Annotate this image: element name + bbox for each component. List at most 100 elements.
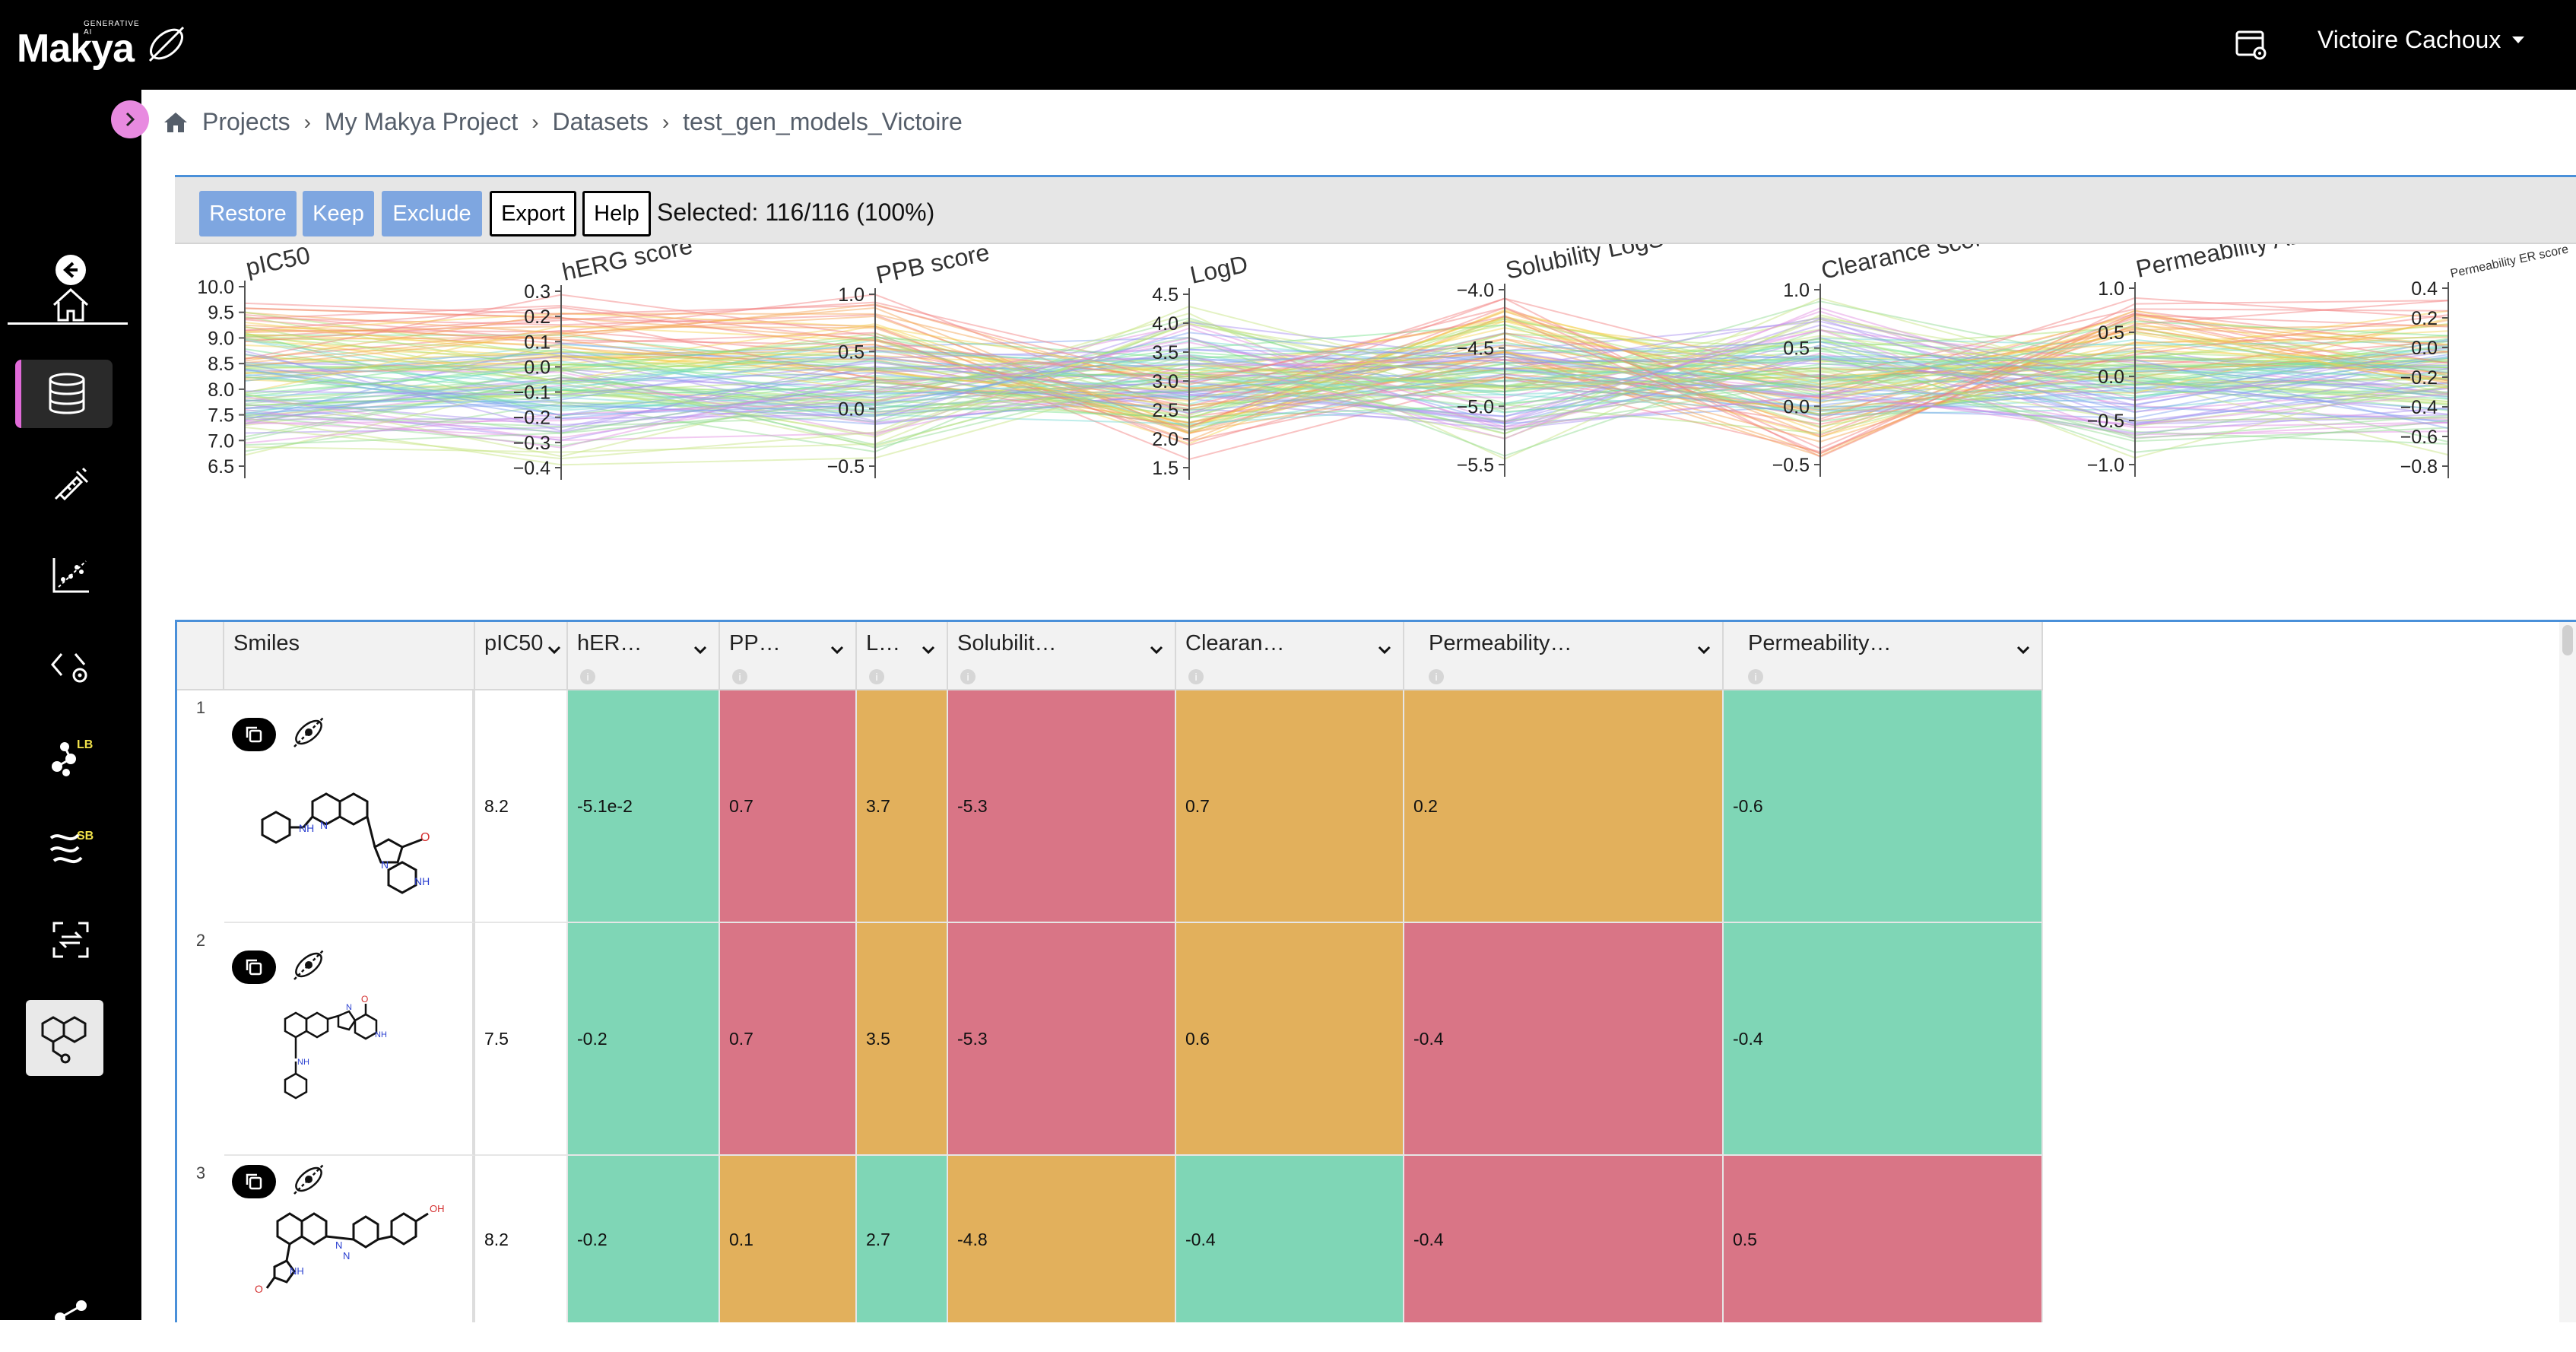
pc-data-line [244,312,2449,405]
svg-text:NH: NH [414,875,430,887]
column-header-ppb[interactable]: PP… i [720,622,857,690]
column-header-pic50[interactable]: pIC50 [475,622,568,690]
chevron-down-icon[interactable] [693,645,708,655]
sidebar-item-code-settings[interactable] [0,632,141,700]
pc-data-line [244,344,2449,425]
pc-data-line [244,363,2449,433]
data-cell: -0.2 [568,923,720,1156]
pc-data-line [244,332,2449,417]
sidebar-item-back[interactable] [0,236,141,304]
help-button[interactable]: Help [582,191,651,236]
chevron-down-icon[interactable] [1696,645,1712,655]
pc-data-line [244,303,2449,394]
data-cell: -0.4 [1724,923,2043,1156]
pc-tick-label: 1.0 [2098,278,2124,300]
column-label: hER… [577,631,642,655]
pc-data-line [244,335,2449,407]
svg-text:NH: NH [299,822,314,834]
lb-badge: LB [77,738,93,751]
column-header-permeability-ab[interactable]: Permeability… i [1404,622,1724,690]
copy-smiles-button[interactable] [232,1165,276,1198]
pc-data-line [244,317,2449,402]
pc-data-line [244,348,2449,418]
smiles-cell: OH N N NH O [224,1156,475,1322]
restore-button[interactable]: Restore [199,191,297,236]
svg-text:O: O [420,831,430,844]
chevron-down-icon[interactable] [1377,645,1392,655]
transfer-icon [52,922,89,958]
pc-tick-label: 0.1 [524,332,550,353]
pc-data-line [244,332,2449,430]
sidebar-item-home[interactable] [0,271,141,339]
pc-data-line [244,353,2449,422]
copy-smiles-button[interactable] [232,951,276,984]
pc-data-line [244,322,2449,456]
breadcrumb-project[interactable]: My Makya Project [324,108,519,135]
sidebar-item-assays[interactable] [0,449,141,518]
parallel-coordinates-svg[interactable]: pIC50 10.0 9.5 9.0 8.5 8.0 7.5 7.0 6.5 hERG score… [175,207,2576,620]
info-icon[interactable]: i [732,669,747,684]
pc-data-line [244,321,2449,422]
copy-smiles-button[interactable] [232,718,276,751]
pc-data-line [244,297,2449,448]
chevron-down-icon[interactable] [830,645,845,655]
chevron-down-icon[interactable] [1149,645,1164,655]
chevron-down-icon[interactable] [921,645,936,655]
table-scrollbar[interactable] [2559,622,2576,1322]
pc-tick-label: −0.5 [827,456,864,478]
chevron-down-icon[interactable] [547,645,562,655]
molecule-3d-view-icon[interactable] [290,1160,328,1198]
app-settings-button[interactable] [2234,27,2269,62]
info-icon[interactable]: i [869,669,884,684]
column-header-permeability-er[interactable]: Permeability… i [1724,622,2043,690]
pc-data-line [244,329,2449,434]
sidebar-item-structure-based[interactable]: SB [0,814,141,883]
pc-tick-label: 0.5 [2098,322,2124,344]
info-icon[interactable]: i [960,669,976,684]
pc-axis-label: PPB score [874,244,991,289]
column-header-herg[interactable]: hER… i [568,622,720,690]
sidebar-item-molecules[interactable] [26,1000,103,1076]
info-icon[interactable]: i [1748,669,1763,684]
sidebar-item-ligand-based[interactable]: LB [0,723,141,792]
column-header-smiles[interactable]: Smiles [224,622,475,690]
lb-generation-icon: LB [52,738,93,776]
pc-data-line [244,366,2449,446]
molecule-3d-view-icon[interactable] [290,713,328,751]
pc-data-line [244,373,2449,443]
keep-button[interactable]: Keep [303,191,374,236]
sidebar-item-datasets[interactable] [15,360,113,428]
column-label: pIC50 [484,631,544,655]
column-header-solubility[interactable]: Solubilit… i [948,622,1176,690]
column-header-clearance[interactable]: Clearan… i [1176,622,1404,690]
info-icon[interactable]: i [1188,669,1204,684]
sidebar-toggle-button[interactable] [111,100,149,138]
pc-data-line [244,306,2449,428]
pc-tick-label: −0.5 [1772,455,1810,476]
parallel-coordinates-plot[interactable]: pIC50 10.0 9.5 9.0 8.5 8.0 7.5 7.0 6.5 hERG score… [175,207,2576,620]
breadcrumb-datasets[interactable]: Datasets [552,108,649,135]
molecule-3d-view-icon[interactable] [290,946,328,984]
molecule-structure-image: NH N O NH N [261,792,430,894]
chevron-down-icon[interactable] [2016,645,2031,655]
info-icon[interactable]: i [1429,669,1444,684]
scrollbar-thumb[interactable] [2562,625,2573,655]
column-header-logd[interactable]: L… i [857,622,948,690]
info-icon[interactable]: i [580,669,595,684]
export-button[interactable]: Export [490,191,576,236]
pc-data-line [244,339,2449,429]
smiles-cell: O NH N NH [224,923,475,1156]
pc-tick-label: 1.0 [1783,280,1810,301]
exclude-button[interactable]: Exclude [382,191,482,236]
selection-toolbar: Restore Keep Exclude Export Help Selecte… [175,177,2576,244]
sidebar-item-share[interactable] [0,1284,141,1352]
sidebar-item-transfer[interactable] [0,906,141,974]
user-menu[interactable]: Victoire Cachoux [2317,26,2525,54]
pc-tick-label: 8.0 [208,379,234,401]
sidebar-item-models[interactable] [0,541,141,609]
smiles-cell: NH N O NH N [224,690,475,923]
pc-data-line [245,334,2449,387]
breadcrumb-projects[interactable]: Projects [202,108,290,135]
pc-data-line [244,343,2449,410]
svg-text:N: N [346,1003,352,1012]
